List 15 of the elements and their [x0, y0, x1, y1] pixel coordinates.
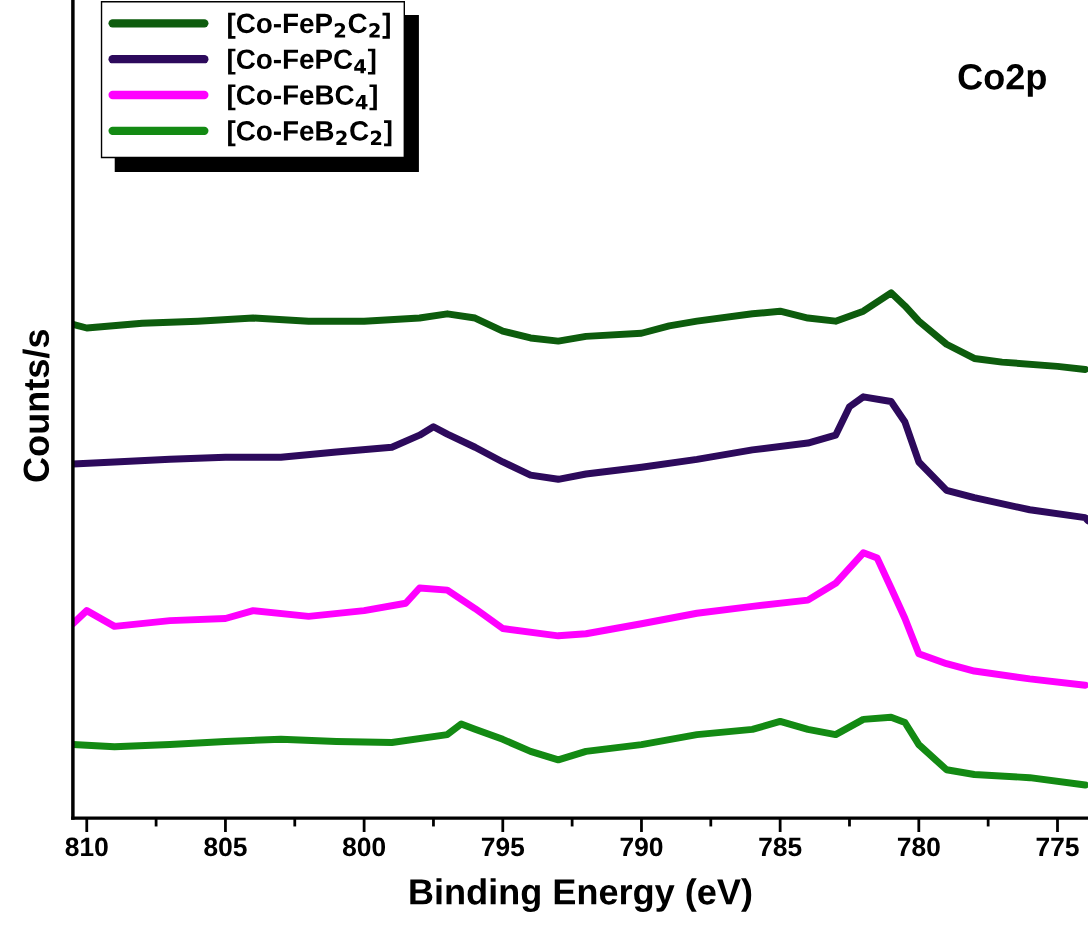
y-axis-title: Counts/s	[22, 329, 50, 482]
legend-label: [Co-FePC$_{4}$]	[228, 48, 376, 75]
chart-title: Co2p	[958, 64, 1046, 97]
legend-label: [Co-FeBC$_{4}$]	[228, 84, 377, 111]
x-tick-label: 805	[204, 837, 247, 857]
x-axis-title: Binding Energy (eV)	[410, 878, 752, 912]
x-tick-label: 795	[481, 837, 525, 857]
x-tick-label: 775	[1036, 837, 1079, 857]
legend-label: [Co-FeP$_{2}$C$_{2}$]	[228, 12, 390, 39]
x-tick-label: 785	[759, 837, 802, 857]
x-tick-label: 810	[65, 837, 108, 857]
x-tick-label: 800	[342, 837, 386, 857]
legend-label: [Co-FeB$_{2}$C$_{2}$]	[228, 120, 392, 147]
x-tick-label: 790	[620, 837, 663, 857]
x-tick-label: 780	[897, 837, 940, 857]
